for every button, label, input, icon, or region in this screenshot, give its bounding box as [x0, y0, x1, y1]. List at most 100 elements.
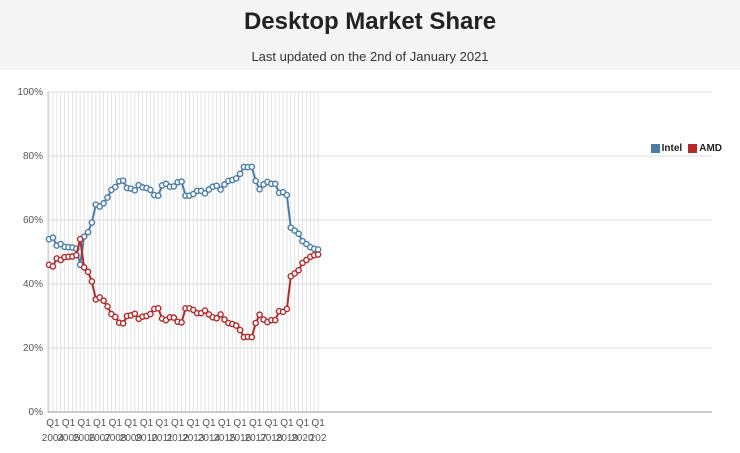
y-tick-label: 60%: [23, 215, 43, 226]
data-point-amd: [100, 297, 107, 304]
data-point-amd: [271, 316, 279, 324]
x-tick-quarter: Q1: [280, 418, 294, 429]
x-tick-year: 202: [310, 433, 327, 444]
data-point-intel: [112, 183, 119, 191]
x-tick-quarter: Q1: [109, 418, 123, 429]
legend-item-amd[interactable]: AMD: [688, 143, 722, 154]
data-point-intel: [217, 186, 224, 193]
legend-swatch-intel: [650, 144, 660, 153]
x-tick-year: 2004: [42, 433, 65, 444]
data-point-amd: [256, 311, 263, 319]
x-tick-year: 2019: [276, 433, 299, 444]
x-tick-year: 2016: [229, 433, 252, 444]
data-point-intel: [119, 177, 127, 184]
data-point-intel: [314, 246, 322, 253]
x-tick-year: 2009: [120, 433, 143, 444]
data-point-amd: [213, 314, 220, 322]
data-point-intel: [147, 186, 154, 194]
data-point-intel: [178, 178, 185, 185]
data-point-amd: [80, 264, 88, 271]
data-point-amd: [178, 319, 185, 326]
x-tick-quarter: Q1: [233, 418, 247, 429]
data-point-amd: [49, 263, 57, 270]
legend-label-intel: Intel: [661, 143, 683, 154]
legend-label-amd: AMD: [699, 143, 722, 154]
data-point-intel: [131, 186, 139, 194]
x-tick-year: 2018: [260, 433, 283, 444]
x-tick-quarter: Q1: [249, 418, 263, 429]
data-point-amd: [119, 320, 127, 327]
chart-subtitle: Last updated on the 2nd of January 2021: [251, 49, 489, 64]
x-tick-quarter: Q1: [46, 418, 60, 429]
data-point-intel: [252, 177, 259, 185]
data-point-amd: [295, 266, 302, 274]
data-point-intel: [295, 230, 302, 238]
x-tick-quarter: Q1: [171, 418, 185, 429]
y-tick-label: 20%: [23, 343, 43, 354]
data-point-amd: [252, 319, 259, 327]
x-tick-year: 2008: [104, 433, 127, 444]
y-tick-label: 40%: [23, 279, 43, 290]
y-tick-label: 100%: [17, 87, 43, 98]
data-point-intel: [154, 192, 162, 199]
data-point-intel: [236, 170, 244, 178]
x-tick-quarter: Q1: [155, 418, 169, 429]
x-tick-year: 2020: [291, 433, 314, 444]
data-point-intel: [232, 175, 240, 182]
data-point-amd: [221, 316, 228, 323]
legend-item-intel[interactable]: Intel: [650, 143, 683, 154]
x-tick-quarter: Q1: [124, 418, 138, 429]
data-point-intel: [248, 163, 256, 171]
x-tick-year: 2011: [151, 433, 173, 444]
data-point-amd: [248, 333, 256, 341]
x-tick-quarter: Q1: [77, 418, 91, 429]
x-tick-year: 2017: [245, 433, 268, 444]
x-tick-quarter: Q1: [62, 418, 76, 429]
data-point-amd: [131, 310, 139, 318]
data-point-intel: [104, 194, 111, 201]
data-point-amd: [112, 313, 119, 321]
data-point-intel: [170, 183, 178, 190]
data-point-amd: [76, 235, 84, 243]
x-tick-year: 2007: [89, 433, 112, 444]
data-point-intel: [213, 182, 220, 190]
chart-legend: Intel AMD: [650, 143, 722, 154]
data-point-intel: [283, 191, 291, 199]
x-tick-quarter: Q1: [202, 418, 216, 429]
data-point-amd: [201, 307, 209, 314]
x-tick-quarter: Q1: [218, 418, 232, 429]
x-tick-year: 2006: [73, 433, 96, 444]
data-point-intel: [100, 200, 107, 207]
data-point-amd: [314, 251, 322, 258]
x-tick-year: 2012: [167, 433, 190, 444]
data-point-amd: [283, 305, 291, 313]
y-tick-label: 80%: [23, 151, 43, 162]
data-point-amd: [84, 268, 92, 276]
data-point-amd: [104, 303, 111, 310]
data-point-amd: [170, 314, 178, 321]
data-point-intel: [49, 234, 57, 241]
x-tick-quarter: Q1: [93, 418, 107, 429]
x-tick-quarter: Q1: [187, 418, 201, 429]
y-tick-label: 0%: [29, 407, 44, 418]
x-tick-year: 2014: [198, 433, 221, 444]
x-tick-year: 2010: [135, 433, 158, 444]
data-point-intel: [221, 181, 228, 188]
data-point-intel: [201, 190, 209, 197]
data-point-amd: [154, 305, 162, 312]
x-tick-quarter: Q1: [140, 418, 154, 429]
x-tick-quarter: Q1: [311, 418, 325, 429]
data-point-amd: [147, 310, 154, 318]
x-tick-year: 2005: [57, 433, 80, 444]
x-tick-year: 2015: [213, 433, 236, 444]
chart-title: Desktop Market Share: [243, 8, 497, 35]
data-point-intel: [256, 185, 263, 193]
data-point-amd: [236, 326, 244, 334]
x-tick-year: 2013: [182, 433, 205, 444]
x-tick-quarter: Q1: [296, 418, 310, 429]
data-point-amd: [73, 251, 80, 259]
data-point-intel: [84, 228, 92, 236]
data-point-intel: [271, 180, 279, 188]
data-point-amd: [217, 311, 224, 318]
data-point-amd: [232, 322, 240, 329]
